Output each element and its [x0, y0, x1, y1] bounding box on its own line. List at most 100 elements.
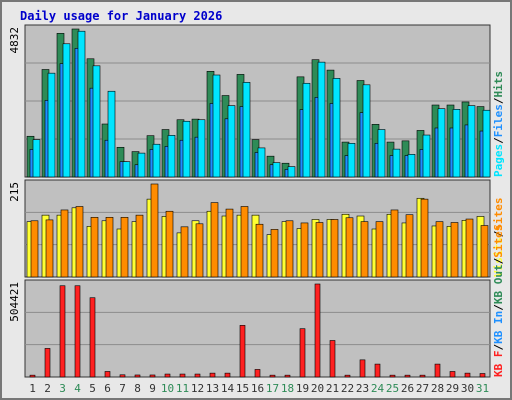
x-axis-day-label: 22 [341, 382, 354, 395]
visits-sites-bar-sites-day-5 [90, 217, 99, 278]
kbytes-bar-kb-f-day-15 [239, 325, 246, 378]
hits-files-pages-bar-pages-day-28 [437, 108, 446, 178]
visits-sites-bar-sites-day-23 [360, 221, 369, 278]
visits-sites-bar-sites-day-22 [345, 217, 354, 278]
x-axis-day-label: 5 [89, 382, 96, 395]
kbytes-bar-kb-f-day-9 [149, 374, 156, 378]
kbytes-bar-kb-f-day-21 [329, 340, 336, 378]
visits-sites-legend: Visits/Sites [492, 198, 505, 278]
kbytes-bar-kb-f-day-1 [29, 374, 36, 378]
visits-sites-bar-sites-day-20 [315, 222, 324, 278]
visits-sites-bar-sites-day-25 [390, 209, 399, 278]
visits-sites-bar-sites-day-24 [375, 221, 384, 278]
hits-files-pages-bar-pages-day-24 [377, 129, 386, 178]
kbytes-bar-kb-f-day-2 [44, 348, 51, 378]
hits-files-pages-bar-pages-day-3 [62, 43, 71, 178]
kbytes-bar-kb-f-day-8 [134, 374, 141, 378]
x-axis-day-label: 23 [356, 382, 369, 395]
kbytes-bar-kb-f-day-10 [164, 373, 171, 378]
kbytes-legend-entry: / [492, 257, 505, 264]
hits-files-pages-legend-entry: / [492, 137, 505, 144]
x-axis-day-label: 13 [206, 382, 219, 395]
hits-files-pages-bar-pages-day-4 [77, 30, 86, 178]
kbytes-legend-entry: KB In [492, 311, 505, 344]
visits-sites-bar-sites-day-21 [330, 219, 339, 278]
hits-files-pages-legend-entry: / [492, 97, 505, 104]
hits-files-pages-bar-pages-day-16 [257, 147, 266, 178]
hits-files-pages-bar-pages-day-10 [167, 135, 176, 178]
hits-files-pages-bar-pages-day-23 [362, 84, 371, 178]
hits-files-pages-bar-pages-day-27 [422, 134, 431, 178]
kbytes-legend: KB F/KB In/KB Out/Sites [492, 225, 505, 377]
hits-files-pages-bar-pages-day-19 [302, 82, 311, 178]
visits-sites-bar-sites-day-4 [75, 206, 84, 278]
visits-sites-legend-entry: Sites [492, 198, 505, 231]
kbytes-bar-kb-f-day-12 [194, 373, 201, 378]
hits-files-pages-bar-pages-day-6 [107, 90, 116, 178]
kbytes-bar-kb-f-day-17 [269, 374, 276, 378]
kbytes-bar-kb-f-day-19 [299, 328, 306, 378]
visits-sites-bar-sites-day-29 [450, 222, 459, 278]
kbytes-bar-kb-f-day-4 [74, 285, 81, 378]
kbytes-legend-entry: / [492, 304, 505, 311]
visits-sites-bar-sites-day-14 [225, 208, 234, 278]
kbytes-bar-kb-f-day-22 [344, 374, 351, 378]
visits-sites-bar-sites-day-12 [195, 223, 204, 278]
hits-files-pages-bar-pages-day-26 [407, 154, 416, 178]
visits-sites-ymax-label: 215 [8, 182, 21, 202]
x-axis-day-label: 11 [176, 382, 189, 395]
visits-sites-bar-sites-day-31 [480, 225, 489, 278]
x-axis-day-label: 16 [251, 382, 264, 395]
kbytes-bar-kb-f-day-18 [284, 374, 291, 378]
visits-sites-bar-sites-day-8 [135, 214, 144, 278]
hits-files-pages-bar-pages-day-30 [467, 105, 476, 178]
x-axis-day-label: 31 [476, 382, 489, 395]
visits-sites-bar-sites-day-1 [30, 220, 39, 278]
visits-sites-bar-sites-day-10 [165, 210, 174, 278]
hits-files-pages-bar-pages-day-25 [392, 148, 401, 178]
x-axis-day-label: 29 [446, 382, 459, 395]
hits-files-pages-bar-pages-day-29 [452, 109, 461, 178]
kbytes-bar-kb-f-day-3 [59, 285, 66, 378]
kbytes-bar-kb-f-day-6 [104, 371, 111, 378]
kbytes-bar-kb-f-day-27 [419, 374, 426, 378]
x-axis-day-label: 30 [461, 382, 474, 395]
x-axis-day-label: 9 [149, 382, 156, 395]
hits-files-pages-bar-pages-day-22 [347, 143, 356, 178]
hits-files-pages-legend-entry: Files [492, 104, 505, 137]
hits-files-pages-bar-pages-day-2 [47, 72, 56, 178]
visits-sites-bar-sites-day-28 [435, 221, 444, 278]
kbytes-bar-kb-f-day-5 [89, 297, 96, 378]
kbytes-bar-kb-f-day-25 [389, 374, 396, 378]
visits-sites-bar-sites-day-6 [105, 217, 114, 278]
x-axis-day-label: 8 [134, 382, 141, 395]
x-axis-day-label: 15 [236, 382, 249, 395]
kbytes-ymax-label: 504421 [8, 282, 21, 322]
hits-files-pages-bar-pages-day-8 [137, 152, 146, 178]
x-axis-day-label: 4 [74, 382, 81, 395]
hits-files-pages-bar-pages-day-12 [197, 119, 206, 178]
visits-sites-bar-sites-day-15 [240, 206, 249, 278]
x-axis-day-label: 14 [221, 382, 235, 395]
kbytes-bar-kb-f-day-7 [119, 374, 126, 378]
kbytes-bar-kb-f-day-16 [254, 369, 261, 378]
x-axis-day-label: 6 [104, 382, 111, 395]
x-axis-day-label: 20 [311, 382, 324, 395]
kbytes-bar-kb-f-day-13 [209, 372, 216, 378]
x-axis-day-label: 1 [29, 382, 36, 395]
visits-sites-bar-sites-day-30 [465, 218, 474, 278]
kbytes-legend-entry: Sites [492, 225, 505, 258]
visits-sites-bar-sites-day-19 [300, 222, 309, 278]
hits-files-pages-legend: Pages/Files/Hits [492, 71, 505, 177]
kbytes-bar-kb-f-day-31 [479, 373, 486, 378]
visits-sites-bar-sites-day-7 [120, 217, 129, 278]
hits-files-pages-bar-pages-day-1 [32, 139, 41, 178]
visits-sites-bar-sites-day-3 [60, 209, 69, 278]
visits-sites-legend-entry: Visits [492, 237, 505, 277]
hits-files-pages-bar-pages-day-7 [122, 161, 131, 178]
hits-files-pages-bar-pages-day-18 [287, 166, 296, 178]
x-axis-day-label: 19 [296, 382, 309, 395]
visits-sites-bar-sites-day-2 [45, 219, 54, 278]
hits-files-pages-legend-entry: Hits [492, 71, 505, 98]
visits-sites-bar-sites-day-18 [285, 220, 294, 278]
